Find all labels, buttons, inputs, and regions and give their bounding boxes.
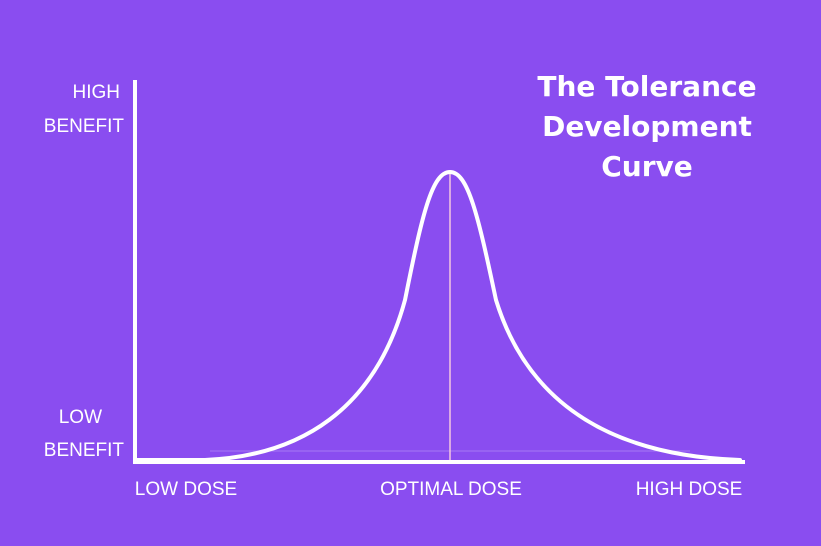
y-label: BENEFIT bbox=[44, 440, 125, 461]
y-label: HIGH bbox=[73, 82, 121, 103]
title-line: Development bbox=[542, 110, 752, 143]
title-line: Curve bbox=[601, 150, 693, 183]
y-label: LOW bbox=[59, 407, 102, 428]
x-label: HIGH DOSE bbox=[636, 479, 743, 500]
tolerance-curve bbox=[133, 169, 742, 462]
x-label: LOW DOSE bbox=[135, 479, 237, 500]
title-line: The Tolerance bbox=[537, 70, 756, 103]
y-label: BENEFIT bbox=[44, 116, 125, 137]
x-label: OPTIMAL DOSE bbox=[380, 479, 522, 500]
